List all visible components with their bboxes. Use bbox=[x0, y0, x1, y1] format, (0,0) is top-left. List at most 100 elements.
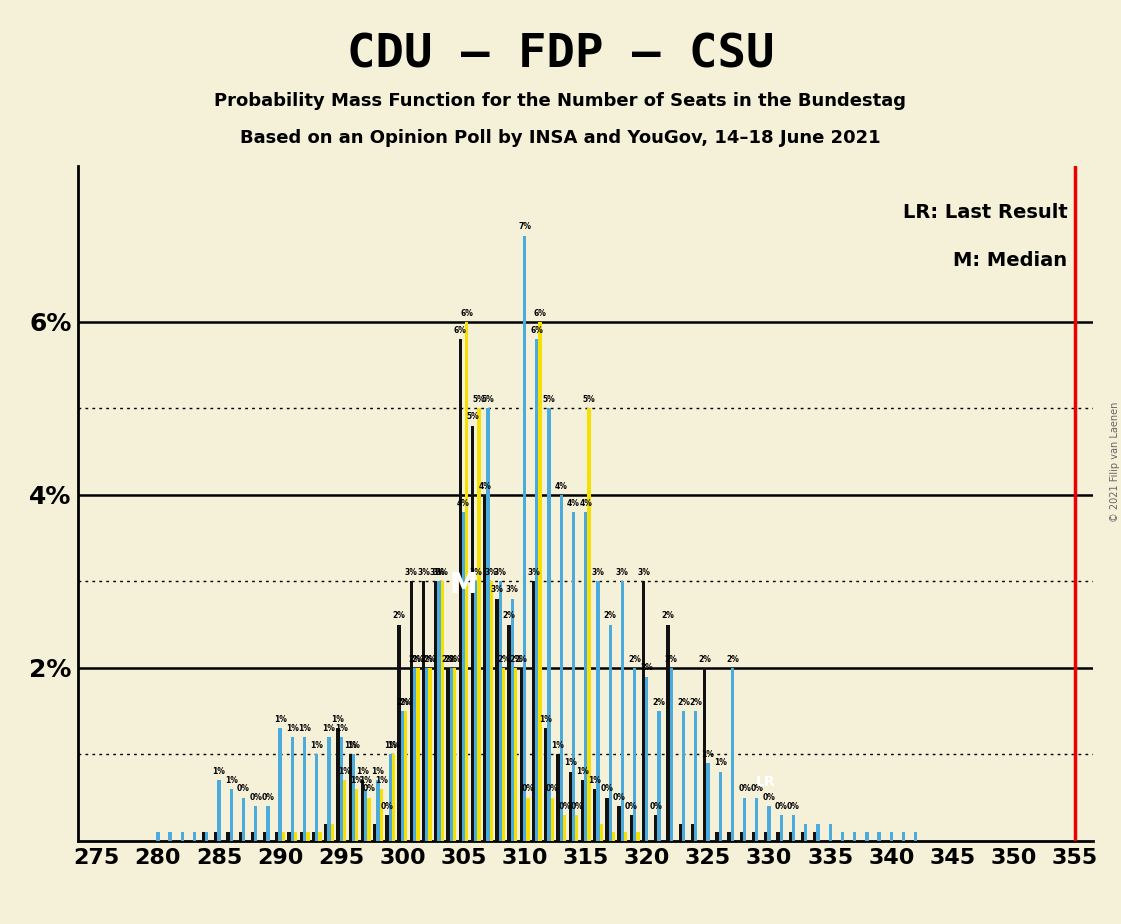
Text: 5%: 5% bbox=[543, 395, 555, 404]
Bar bbox=[572, 512, 575, 841]
Bar bbox=[290, 737, 294, 841]
Bar bbox=[581, 780, 584, 841]
Text: 0%: 0% bbox=[362, 784, 376, 794]
Text: 1%: 1% bbox=[274, 715, 287, 724]
Text: 2%: 2% bbox=[392, 612, 406, 620]
Text: 0%: 0% bbox=[762, 793, 776, 802]
Text: 3%: 3% bbox=[615, 568, 629, 578]
Text: 0%: 0% bbox=[787, 802, 800, 810]
Text: 1%: 1% bbox=[714, 759, 726, 767]
Text: LR: LR bbox=[756, 775, 776, 789]
Bar bbox=[156, 833, 159, 841]
Text: 2%: 2% bbox=[640, 663, 654, 673]
Text: 3%: 3% bbox=[506, 586, 519, 594]
Text: 3%: 3% bbox=[470, 568, 482, 578]
Text: 0%: 0% bbox=[649, 802, 663, 810]
Bar bbox=[544, 728, 547, 841]
Bar bbox=[777, 833, 779, 841]
Bar bbox=[428, 668, 432, 841]
Bar bbox=[791, 815, 795, 841]
Bar bbox=[655, 815, 657, 841]
Text: 1%: 1% bbox=[213, 767, 225, 776]
Text: 0%: 0% bbox=[558, 802, 571, 810]
Text: 0%: 0% bbox=[624, 802, 638, 810]
Bar bbox=[413, 668, 416, 841]
Bar bbox=[303, 737, 306, 841]
Text: 1%: 1% bbox=[286, 723, 299, 733]
Bar bbox=[605, 797, 609, 841]
Bar bbox=[593, 789, 596, 841]
Text: 4%: 4% bbox=[457, 499, 470, 508]
Bar bbox=[502, 668, 506, 841]
Text: 2%: 2% bbox=[509, 654, 522, 663]
Text: 2%: 2% bbox=[424, 654, 436, 663]
Bar bbox=[434, 581, 437, 841]
Bar bbox=[380, 789, 383, 841]
Bar bbox=[386, 815, 389, 841]
Text: 0%: 0% bbox=[546, 784, 558, 794]
Bar bbox=[756, 797, 759, 841]
Text: 2%: 2% bbox=[420, 654, 433, 663]
Bar bbox=[474, 581, 478, 841]
Text: LR: Last Result: LR: Last Result bbox=[902, 203, 1067, 223]
Text: 1%: 1% bbox=[339, 767, 351, 776]
Bar bbox=[361, 780, 364, 841]
Bar bbox=[508, 625, 511, 841]
Text: 3%: 3% bbox=[417, 568, 430, 578]
Bar bbox=[657, 711, 660, 841]
Bar bbox=[421, 581, 425, 841]
Bar bbox=[352, 754, 355, 841]
Bar bbox=[706, 763, 710, 841]
Text: 4%: 4% bbox=[479, 481, 491, 491]
Text: 5%: 5% bbox=[473, 395, 485, 404]
Text: 1%: 1% bbox=[335, 723, 348, 733]
Text: 3%: 3% bbox=[429, 568, 442, 578]
Bar bbox=[377, 780, 380, 841]
Text: 0%: 0% bbox=[237, 784, 250, 794]
Bar bbox=[281, 833, 285, 841]
Bar bbox=[575, 815, 578, 841]
Bar bbox=[263, 833, 267, 841]
Bar bbox=[368, 797, 371, 841]
Bar bbox=[694, 711, 697, 841]
Bar bbox=[278, 728, 281, 841]
Text: 5%: 5% bbox=[482, 395, 494, 404]
Bar bbox=[437, 581, 441, 841]
Text: 2%: 2% bbox=[448, 654, 461, 663]
Bar bbox=[765, 833, 768, 841]
Text: 0%: 0% bbox=[739, 784, 751, 794]
Bar bbox=[364, 789, 368, 841]
Bar bbox=[520, 668, 524, 841]
Bar bbox=[217, 780, 221, 841]
Text: 1%: 1% bbox=[359, 775, 372, 784]
Bar bbox=[568, 772, 572, 841]
Text: 0%: 0% bbox=[261, 793, 275, 802]
Bar bbox=[637, 833, 640, 841]
Bar bbox=[254, 807, 258, 841]
Text: 1%: 1% bbox=[225, 775, 238, 784]
Text: 6%: 6% bbox=[454, 326, 466, 334]
Text: 0%: 0% bbox=[775, 802, 788, 810]
Bar bbox=[511, 599, 515, 841]
Bar bbox=[584, 512, 587, 841]
Bar bbox=[740, 833, 743, 841]
Bar bbox=[343, 780, 346, 841]
Bar bbox=[404, 711, 407, 841]
Bar bbox=[214, 833, 217, 841]
Text: 2%: 2% bbox=[689, 698, 702, 707]
Bar bbox=[487, 408, 490, 841]
Bar bbox=[409, 581, 413, 841]
Text: 5%: 5% bbox=[583, 395, 595, 404]
Bar bbox=[400, 711, 404, 841]
Bar bbox=[621, 581, 624, 841]
Text: 2%: 2% bbox=[604, 612, 617, 620]
Bar bbox=[779, 815, 782, 841]
Bar bbox=[242, 797, 245, 841]
Bar bbox=[633, 668, 637, 841]
Bar bbox=[878, 833, 881, 841]
Bar bbox=[465, 322, 469, 841]
Bar bbox=[678, 823, 682, 841]
Bar bbox=[416, 668, 419, 841]
Text: 3%: 3% bbox=[637, 568, 650, 578]
Bar bbox=[853, 833, 856, 841]
